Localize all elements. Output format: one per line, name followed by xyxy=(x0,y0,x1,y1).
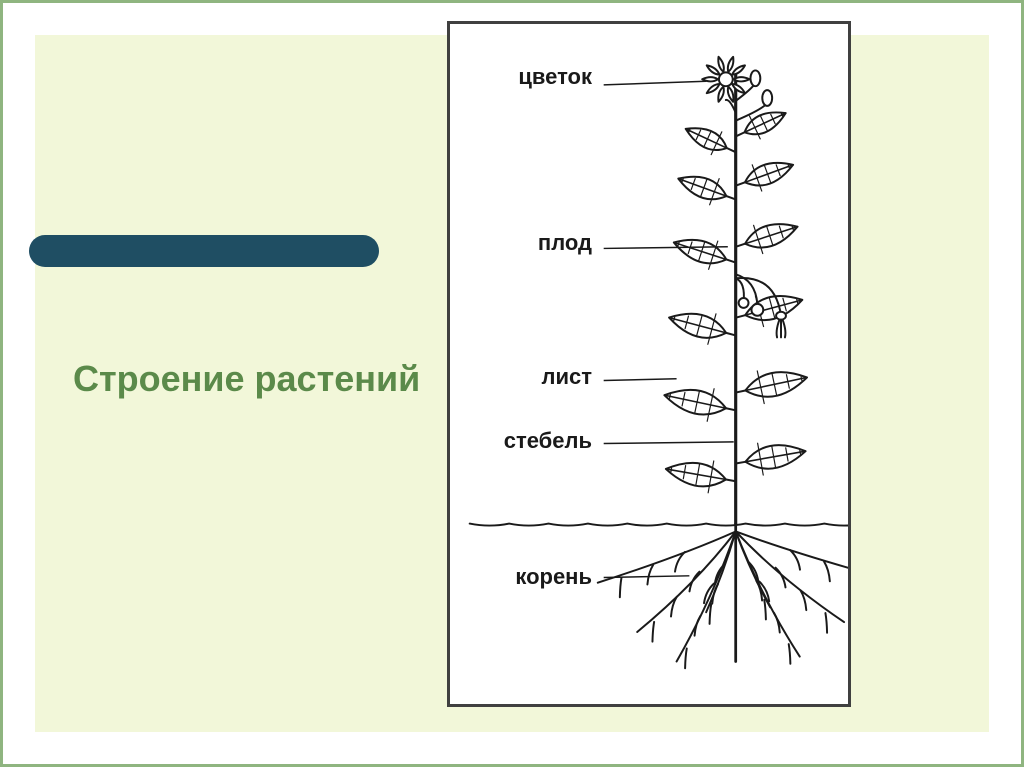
diagram-label-stem: стебель xyxy=(504,428,592,454)
label-leader-lines xyxy=(450,24,848,704)
diagram-label-leaf: лист xyxy=(541,364,592,390)
plant-diagram-box: цветок плод лист стебель корень xyxy=(447,21,851,707)
slide-outer-border: Строение растений цветок плод лист стебель к… xyxy=(0,0,1024,767)
diagram-label-flower: цветок xyxy=(518,64,592,90)
slide-title: Строение растений xyxy=(73,357,420,400)
accent-bar xyxy=(29,235,379,267)
diagram-label-root: корень xyxy=(515,564,592,590)
slide-inner-panel: Строение растений цветок плод лист стебель к… xyxy=(35,35,989,732)
diagram-label-fruit: плод xyxy=(538,230,592,256)
